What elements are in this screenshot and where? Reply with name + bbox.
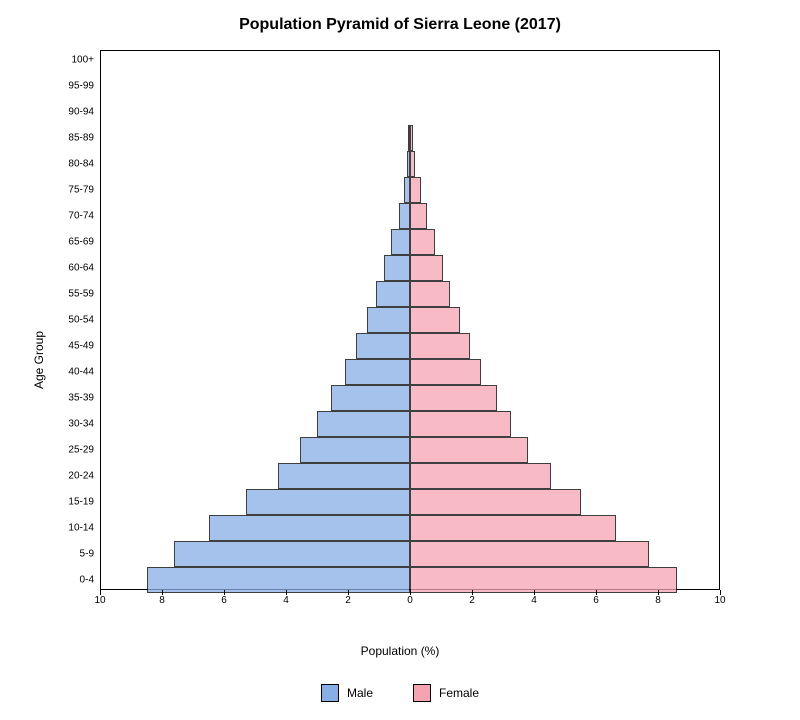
bar-male	[345, 359, 410, 385]
bar-female	[410, 385, 497, 411]
y-tick-label: 100+	[71, 55, 94, 66]
legend-label: Male	[347, 686, 373, 700]
bar-female	[410, 203, 427, 229]
y-tick-label: 60-64	[68, 263, 94, 274]
legend-swatch	[321, 684, 339, 702]
bar-female	[410, 333, 470, 359]
legend-item: Female	[413, 684, 479, 702]
x-tick-label: 6	[593, 595, 599, 606]
y-tick-label: 0-4	[80, 575, 94, 586]
y-tick-label: 20-24	[68, 471, 94, 482]
bar-male	[300, 437, 410, 463]
y-tick-label: 70-74	[68, 211, 94, 222]
bar-male	[147, 567, 411, 593]
bar-female	[410, 255, 443, 281]
bar-male	[367, 307, 410, 333]
bar-male	[174, 541, 410, 567]
x-tick-label: 4	[531, 595, 537, 606]
y-tick-label: 95-99	[68, 81, 94, 92]
bar-male	[317, 411, 410, 437]
bar-male	[246, 489, 410, 515]
bar-male	[331, 385, 410, 411]
bar-male	[278, 463, 410, 489]
y-tick-label: 85-89	[68, 133, 94, 144]
bar-female	[410, 151, 415, 177]
bar-male	[209, 515, 411, 541]
bar-male	[391, 229, 410, 255]
y-tick-label: 10-14	[68, 523, 94, 534]
y-tick-label: 45-49	[68, 341, 94, 352]
y-tick-label: 80-84	[68, 159, 94, 170]
x-tick-label: 0	[407, 595, 413, 606]
bar-female	[410, 541, 649, 567]
bar-female	[410, 463, 551, 489]
legend-swatch	[413, 684, 431, 702]
y-tick-label: 25-29	[68, 445, 94, 456]
x-tick-label: 2	[469, 595, 475, 606]
chart-title: Population Pyramid of Sierra Leone (2017…	[239, 16, 561, 34]
bar-female	[410, 229, 435, 255]
y-tick-label: 50-54	[68, 315, 94, 326]
legend-item: Male	[321, 684, 373, 702]
y-tick-label: 75-79	[68, 185, 94, 196]
bar-male	[356, 333, 410, 359]
y-axis-label: Age Group	[32, 331, 46, 389]
bar-female	[410, 177, 421, 203]
bar-female	[410, 437, 528, 463]
y-tick-label: 35-39	[68, 393, 94, 404]
bar-female	[410, 567, 677, 593]
x-tick-label: 8	[159, 595, 165, 606]
x-tick-label: 6	[221, 595, 227, 606]
bar-female	[410, 307, 460, 333]
bars-layer	[100, 50, 720, 590]
bar-female	[410, 515, 616, 541]
bar-male	[399, 203, 410, 229]
bar-female	[410, 125, 413, 151]
x-tick-label: 4	[283, 595, 289, 606]
y-tick-label: 15-19	[68, 497, 94, 508]
legend: Male Female	[321, 684, 479, 702]
y-tick-label: 40-44	[68, 367, 94, 378]
bar-female	[410, 359, 481, 385]
x-tick-label: 10	[94, 595, 105, 606]
bar-female	[410, 489, 581, 515]
y-tick-label: 65-69	[68, 237, 94, 248]
y-tick-label: 90-94	[68, 107, 94, 118]
y-tick-label: 30-34	[68, 419, 94, 430]
bar-male	[384, 255, 410, 281]
legend-label: Female	[439, 686, 479, 700]
population-pyramid-chart: Population Pyramid of Sierra Leone (2017…	[0, 0, 800, 720]
x-axis-label: Population (%)	[361, 644, 440, 658]
y-tick-label: 5-9	[80, 549, 94, 560]
bar-female	[410, 281, 450, 307]
x-tick-label: 10	[714, 595, 725, 606]
y-tick-label: 55-59	[68, 289, 94, 300]
x-tick-label: 8	[655, 595, 661, 606]
plot-area: 100+95-9990-9485-8980-8475-7970-7465-696…	[100, 50, 720, 590]
bar-male	[376, 281, 410, 307]
bar-female	[410, 411, 511, 437]
x-tick-label: 2	[345, 595, 351, 606]
